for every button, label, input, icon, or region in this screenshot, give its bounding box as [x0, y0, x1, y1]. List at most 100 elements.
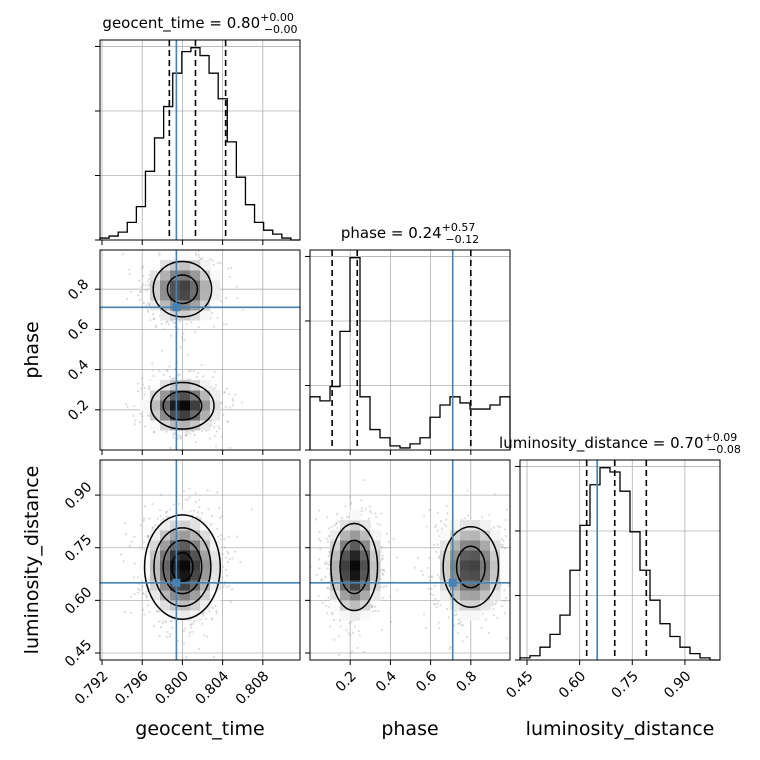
- scatter-point: [149, 319, 152, 322]
- density-bin: [190, 610, 201, 621]
- scatter-point: [211, 606, 214, 610]
- density-bin: [180, 250, 191, 261]
- density-bin: [360, 560, 371, 571]
- scatter-point: [216, 261, 219, 265]
- scatter-point: [374, 605, 377, 608]
- scatter-point: [239, 561, 242, 564]
- scatter-point: [328, 550, 331, 553]
- density-bin: [470, 560, 481, 571]
- scatter-point: [225, 586, 228, 589]
- scatter-point: [327, 596, 330, 599]
- scatter-point: [318, 567, 321, 570]
- scatter-point: [381, 572, 384, 575]
- density-bin: [350, 590, 361, 601]
- title-plus: +0.57: [442, 221, 476, 234]
- scatter-point: [369, 509, 372, 513]
- title-plus: +0.00: [260, 11, 294, 24]
- scatter-point: [231, 404, 235, 407]
- scatter-point: [213, 386, 216, 390]
- scatter-point: [371, 604, 374, 607]
- scatter-point: [317, 538, 320, 541]
- scatter-point: [221, 585, 224, 589]
- scatter-point: [446, 607, 449, 611]
- scatter-point: [388, 540, 391, 544]
- scatter-point: [221, 553, 224, 556]
- scatter-point: [356, 646, 359, 650]
- scatter-point: [360, 499, 363, 502]
- scatter-point: [444, 524, 448, 528]
- scatter-point: [224, 556, 228, 559]
- scatter-point: [143, 386, 146, 390]
- scatter-point: [351, 650, 354, 653]
- density-bin: [160, 520, 171, 531]
- title-phase: phase = 0.24+0.57 −0.12: [341, 221, 479, 246]
- scatter-point: [153, 430, 156, 434]
- density-bin: [200, 530, 211, 541]
- scatter-point: [437, 557, 441, 560]
- scatter-point: [327, 534, 331, 538]
- density-bin: [210, 410, 221, 421]
- scatter-point: [160, 322, 163, 325]
- title-plus: +0.09: [704, 431, 738, 444]
- density-bin: [200, 420, 211, 431]
- scatter-point: [141, 283, 145, 286]
- scatter-point: [360, 507, 364, 510]
- scatter-point: [328, 563, 331, 566]
- scatter-point: [324, 575, 327, 578]
- scatter-point: [179, 437, 182, 440]
- scatter-point: [492, 608, 495, 611]
- scatter-point: [396, 589, 399, 592]
- scatter-point: [434, 597, 437, 601]
- scatter-point: [371, 606, 374, 609]
- density-bin: [150, 300, 161, 311]
- scatter-point: [320, 578, 323, 581]
- scatter-point: [364, 508, 367, 511]
- scatter-point: [432, 594, 435, 597]
- density-bin: [190, 540, 201, 551]
- scatter-point: [228, 558, 231, 561]
- scatter-point: [434, 524, 438, 527]
- density-bin: [490, 540, 501, 551]
- density-bin: [190, 580, 201, 591]
- density-bin: [160, 590, 171, 601]
- density-bin: [200, 380, 211, 391]
- density-bin: [470, 530, 481, 541]
- density-bin: [210, 590, 221, 601]
- density-phase-luminosity_distance: [310, 478, 510, 657]
- scatter-point: [209, 257, 212, 261]
- density-bin: [350, 600, 361, 611]
- scatter-point: [142, 608, 145, 611]
- scatter-point: [466, 635, 469, 639]
- panel-frame: [99, 459, 301, 661]
- scatter-point: [345, 629, 348, 632]
- scatter-point: [143, 393, 146, 396]
- scatter-point: [156, 610, 159, 613]
- title-geocent_time: geocent_time = 0.80+0.00 −0.00: [102, 11, 297, 36]
- scatter-point: [191, 518, 194, 521]
- scatter-point: [173, 368, 176, 371]
- density-bin: [360, 590, 371, 601]
- scatter-point: [494, 602, 497, 606]
- density-bin: [190, 570, 201, 581]
- scatter-point: [130, 290, 133, 293]
- scatter-point: [348, 621, 351, 625]
- scatter-point: [141, 267, 144, 270]
- scatter-point: [197, 256, 201, 259]
- scatter-point: [350, 620, 353, 624]
- density-bin: [450, 600, 461, 611]
- scatter-point: [162, 373, 165, 377]
- density-bin: [170, 550, 181, 561]
- scatter-point: [331, 612, 334, 616]
- scatter-point: [381, 557, 385, 560]
- density-bin: [160, 380, 171, 391]
- x-tick-label: 0.60: [556, 668, 589, 701]
- scatter-point: [430, 587, 433, 590]
- y-tick-label: 0.90: [62, 479, 95, 512]
- scatter-point: [184, 430, 188, 433]
- density-bin: [370, 530, 381, 541]
- scatter-point: [210, 424, 213, 427]
- scatter-point: [381, 568, 384, 571]
- scatter-point: [446, 512, 449, 515]
- scatter-point: [321, 601, 324, 605]
- scatter-point: [504, 534, 508, 538]
